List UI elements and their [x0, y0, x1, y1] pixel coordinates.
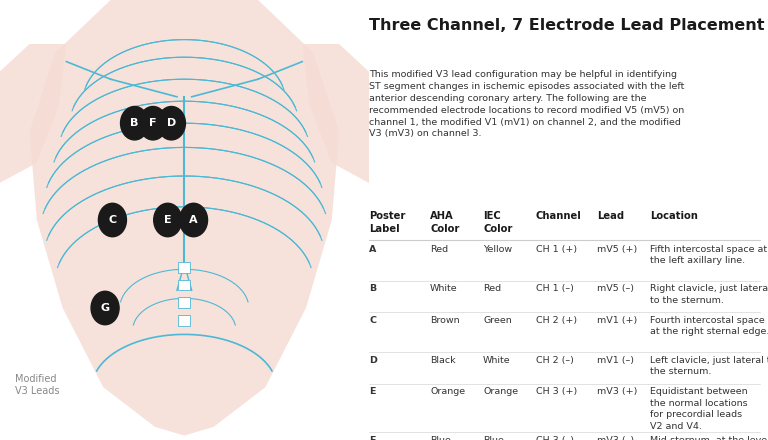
Text: This modified V3 lead configuration may be helpful in identifying
ST segment cha: This modified V3 lead configuration may … [369, 70, 684, 139]
Polygon shape [303, 44, 391, 185]
Text: E: E [369, 387, 376, 396]
Text: G: G [101, 303, 110, 313]
Text: Red: Red [483, 284, 502, 293]
Text: CH 2 (–): CH 2 (–) [536, 356, 574, 364]
Text: mV5 (+): mV5 (+) [597, 245, 637, 253]
Text: CH 2 (+): CH 2 (+) [536, 316, 577, 325]
Text: White: White [430, 284, 458, 293]
Text: White: White [483, 356, 511, 364]
Circle shape [154, 203, 182, 237]
Text: Yellow: Yellow [483, 245, 512, 253]
Text: Modified
V3 Leads: Modified V3 Leads [15, 374, 59, 396]
Circle shape [98, 203, 127, 237]
Text: Orange: Orange [483, 387, 518, 396]
Text: Brown: Brown [430, 316, 460, 325]
Bar [178, 280, 190, 290]
Text: Blue: Blue [483, 436, 504, 440]
Bar [178, 297, 190, 308]
Text: CH 3 (+): CH 3 (+) [536, 387, 578, 396]
Polygon shape [29, 0, 339, 436]
Text: C: C [369, 316, 376, 325]
Text: E: E [164, 215, 171, 225]
Text: Blue: Blue [430, 436, 451, 440]
Circle shape [180, 203, 207, 237]
Text: Three Channel, 7 Electrode Lead Placement: Three Channel, 7 Electrode Lead Placemen… [369, 18, 765, 33]
Text: Right clavicle, just lateral
to the sternum.: Right clavicle, just lateral to the ster… [650, 284, 768, 304]
Text: mV3 (+): mV3 (+) [597, 387, 637, 396]
Polygon shape [0, 44, 66, 185]
Circle shape [139, 106, 167, 140]
Text: Red: Red [430, 245, 449, 253]
Text: A: A [369, 245, 376, 253]
Circle shape [121, 106, 148, 140]
Text: Green: Green [483, 316, 511, 325]
Text: mV3 (–): mV3 (–) [597, 436, 634, 440]
Text: mV5 (–): mV5 (–) [597, 284, 634, 293]
Text: Channel: Channel [536, 211, 581, 221]
Text: Equidistant between
the normal locations
for precordial leads
V2 and V4.: Equidistant between the normal locations… [650, 387, 747, 431]
Text: B: B [131, 118, 139, 128]
Text: Mid-sternum, at the level
of the clavicles.: Mid-sternum, at the level of the clavicl… [650, 436, 768, 440]
Text: F: F [149, 118, 157, 128]
Text: Poster
Label: Poster Label [369, 211, 406, 234]
Text: Black: Black [430, 356, 455, 364]
Text: CH 3 (–): CH 3 (–) [536, 436, 574, 440]
Text: D: D [167, 118, 176, 128]
Text: Fourth intercostal space
at the right sternal edge.: Fourth intercostal space at the right st… [650, 316, 768, 336]
Text: C: C [108, 215, 117, 225]
Text: CH 1 (+): CH 1 (+) [536, 245, 577, 253]
Text: CH 1 (–): CH 1 (–) [536, 284, 574, 293]
Text: mV1 (+): mV1 (+) [597, 316, 637, 325]
Text: F: F [369, 436, 376, 440]
Text: mV1 (–): mV1 (–) [597, 356, 634, 364]
Bar [178, 315, 190, 326]
Text: Lead: Lead [597, 211, 624, 221]
Text: Orange: Orange [430, 387, 465, 396]
Bar [178, 262, 190, 273]
Text: Location: Location [650, 211, 698, 221]
Circle shape [91, 291, 119, 325]
Text: Left clavicle, just lateral to
the sternum.: Left clavicle, just lateral to the stern… [650, 356, 768, 376]
Text: A: A [189, 215, 198, 225]
Text: IEC
Color: IEC Color [483, 211, 512, 234]
Circle shape [157, 106, 185, 140]
Text: B: B [369, 284, 376, 293]
Text: Fifth intercostal space at
the left axillary line.: Fifth intercostal space at the left axil… [650, 245, 767, 265]
Text: AHA
Color: AHA Color [430, 211, 459, 234]
Text: D: D [369, 356, 377, 364]
